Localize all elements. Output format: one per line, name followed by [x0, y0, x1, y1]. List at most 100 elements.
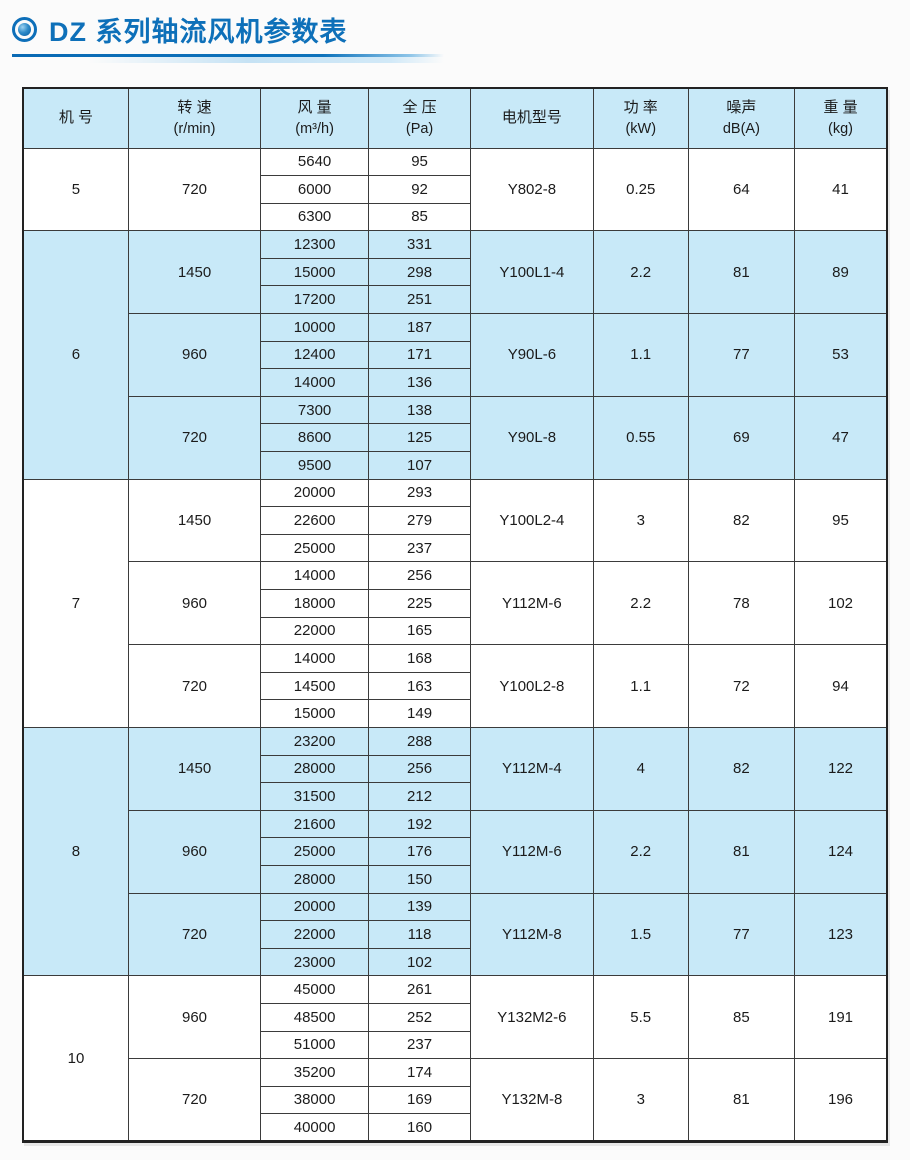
cell-power: 0.55 — [592, 395, 689, 480]
cell-power: 1.1 — [592, 644, 689, 728]
cell-power: 3 — [592, 1058, 689, 1142]
cell-pressure: 139 — [368, 892, 472, 922]
table-row: 8 1450 23200 288 Y112M-4 4 82 122 — [22, 726, 888, 977]
table-row: 6300 85 — [23, 202, 887, 232]
cell-flow: 15000 — [260, 699, 370, 728]
cell-motor: Y112M-8 — [470, 892, 594, 977]
cell-power: 0.25 — [592, 147, 689, 232]
cell-power: 2.2 — [592, 230, 689, 315]
header-label: 全 压 — [402, 98, 437, 116]
cell-rpm: 720 — [127, 147, 262, 232]
column-header-noise: 噪声 dB(A) — [687, 87, 796, 149]
cell-motor: Y112M-6 — [470, 809, 594, 894]
cell-noise: 82 — [687, 478, 796, 563]
cell-flow: 31500 — [260, 782, 370, 811]
cell-rpm: 960 — [127, 809, 262, 894]
cell-flow: 12400 — [260, 340, 370, 370]
title-underline-shadow — [88, 57, 444, 63]
header-unit: (r/min) — [173, 120, 216, 137]
cell-flow: 23000 — [260, 947, 370, 977]
header-unit: (kW) — [625, 120, 657, 137]
cell-pressure: 256 — [368, 561, 472, 590]
cell-noise: 64 — [687, 147, 796, 232]
cell-pressure: 237 — [368, 533, 472, 563]
cell-flow: 22000 — [260, 616, 370, 646]
cell-motor: Y132M2-6 — [470, 975, 594, 1060]
cell-flow: 7300 — [260, 395, 370, 425]
cell-pressure: 85 — [368, 202, 472, 232]
table-row: 960 10000 187 Y90L-6 1.1 77 53 — [23, 313, 888, 397]
cell-motor: Y132M-8 — [470, 1058, 594, 1142]
cell-motor: Y100L1-4 — [470, 230, 594, 315]
table-container: 机 号 转 速 (r/min) 风 量 (m³/h) 全 压 (Pa) 电机型号 功 率 (kW)… — [22, 87, 888, 1143]
cell-flow: 14000 — [260, 368, 370, 397]
cell-pressure: 171 — [368, 340, 472, 370]
cell-flow: 25000 — [260, 837, 370, 866]
fan-parameters-table: 机 号 转 速 (r/min) 风 量 (m³/h) 全 压 (Pa) 电机型号 功 率 (kW)… — [22, 87, 888, 1143]
cell-flow: 6000 — [260, 175, 370, 204]
cell-power: 3 — [592, 478, 689, 563]
header-label: 转 速 — [177, 98, 212, 116]
cell-rpm: 960 — [127, 561, 262, 646]
cell-flow: 12300 — [260, 230, 370, 259]
cell-power: 1.5 — [592, 892, 689, 977]
cell-rpm: 960 — [127, 313, 262, 397]
cell-weight: 102 — [794, 561, 888, 646]
table-row: 720 20000 139 Y112M-8 1.5 77 123 — [23, 892, 888, 977]
cell-pressure: 174 — [368, 1058, 472, 1087]
cell-motor: Y90L-8 — [470, 395, 594, 480]
table-row: 28000 150 — [23, 864, 887, 894]
cell-pressure: 92 — [368, 175, 472, 204]
table-row: 12400 171 — [23, 340, 887, 370]
bullseye-icon — [12, 16, 37, 42]
cell-pressure: 252 — [368, 1002, 472, 1032]
cell-pressure: 261 — [368, 975, 472, 1004]
cell-flow: 14500 — [260, 671, 370, 701]
table-row: 51000 237 — [23, 1030, 887, 1060]
table-row: 15000 149 — [23, 699, 887, 728]
cell-power: 5.5 — [592, 975, 689, 1060]
cell-noise: 81 — [687, 809, 796, 894]
cell-pressure: 165 — [368, 616, 472, 646]
cell-motor: Y802-8 — [470, 147, 594, 232]
cell-model: 7 — [22, 478, 129, 728]
cell-weight: 196 — [794, 1058, 888, 1142]
table-row: 720 35200 174 Y132M-8 3 81 196 — [23, 1058, 888, 1142]
cell-flow: 22600 — [260, 506, 370, 535]
cell-weight: 191 — [794, 975, 888, 1060]
cell-flow: 14000 — [260, 644, 370, 673]
cell-rpm: 720 — [127, 892, 262, 977]
cell-pressure: 149 — [368, 699, 472, 728]
table-row: 6 1450 12300 331 Y100L1-4 2.2 81 89 — [22, 230, 888, 480]
table-row: 40000 160 — [23, 1113, 887, 1142]
table-row: 8600 125 — [23, 423, 887, 453]
column-header-model: 机 号 — [22, 87, 129, 149]
cell-rpm: 720 — [127, 1058, 262, 1142]
cell-motor: Y100L2-4 — [470, 478, 594, 563]
table-row: 720 7300 138 Y90L-8 0.55 69 47 — [23, 395, 888, 480]
cell-rpm: 1450 — [127, 478, 262, 563]
cell-model: 10 — [22, 975, 129, 1142]
header-unit: (m³/h) — [295, 120, 334, 137]
cell-flow: 8600 — [260, 423, 370, 453]
cell-weight: 124 — [794, 809, 888, 894]
cell-pressure: 225 — [368, 589, 472, 618]
cell-weight: 94 — [794, 644, 888, 728]
cell-rpm: 960 — [127, 975, 262, 1060]
cell-noise: 69 — [687, 395, 796, 480]
table-row: 7 1450 20000 293 Y100L2-4 3 82 95 — [22, 478, 888, 728]
cell-power: 1.1 — [592, 313, 689, 397]
cell-flow: 6300 — [260, 202, 370, 232]
cell-flow: 45000 — [260, 975, 370, 1004]
table-row: 17200 251 — [23, 285, 887, 315]
cell-flow: 17200 — [260, 285, 370, 315]
cell-motor: Y90L-6 — [470, 313, 594, 397]
cell-flow: 40000 — [260, 1113, 370, 1142]
table-row: 15000 298 — [23, 257, 887, 287]
cell-noise: 81 — [687, 230, 796, 315]
table-row: 22600 279 — [23, 506, 887, 535]
cell-weight: 41 — [794, 147, 888, 232]
column-header-weight: 重 量 (kg) — [794, 87, 888, 149]
cell-noise: 81 — [687, 1058, 796, 1142]
